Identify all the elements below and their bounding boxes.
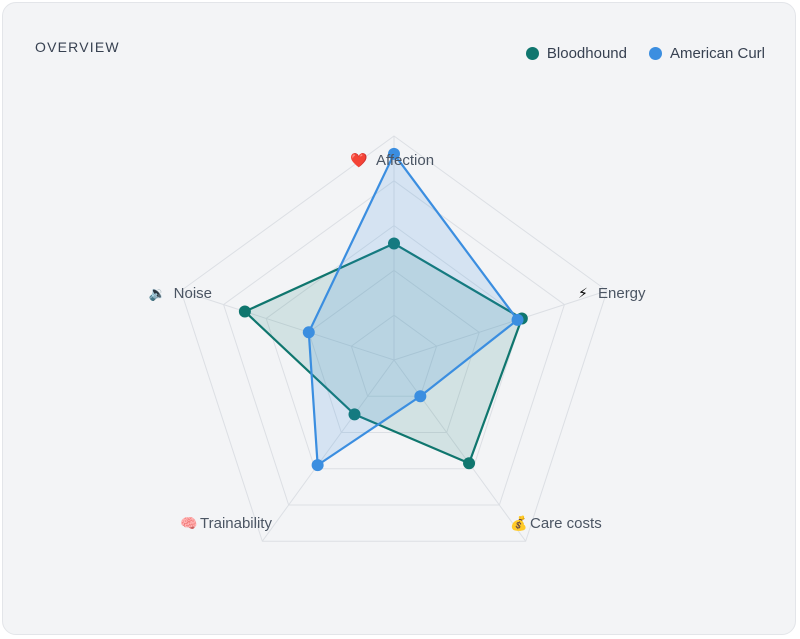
axis-spoke-3 xyxy=(261,359,395,542)
lightning-icon: ⚡ xyxy=(578,285,588,301)
data-point-american-curl-3[interactable] xyxy=(311,459,324,472)
radar-grid xyxy=(180,135,608,542)
legend-label-bloodhound: Bloodhound xyxy=(546,45,627,62)
data-point-american-curl-4[interactable] xyxy=(302,326,315,339)
series-area-american-curl xyxy=(307,152,519,467)
grid-ring-1 xyxy=(350,314,438,397)
axis-label-noise: 🔉 Noise xyxy=(149,285,213,302)
legend-marker-american-curl xyxy=(648,47,662,60)
legend-label-american-curl: American Curl xyxy=(669,45,765,62)
heart-icon: ❤️ xyxy=(350,152,368,168)
grid-ring-5 xyxy=(180,135,608,542)
grid-ring-3 xyxy=(265,224,523,470)
axis-label-text-affection: Affection xyxy=(376,152,434,169)
axis-label-text-noise: Noise xyxy=(174,285,212,302)
axis-label-text-care-costs: Care costs xyxy=(530,515,602,532)
legend-item-american-curl[interactable]: American Curl xyxy=(648,45,765,62)
money-bag-icon: 💰 xyxy=(510,515,527,532)
data-point-bloodhound-2[interactable] xyxy=(463,457,476,470)
legend: Bloodhound American Curl xyxy=(525,45,765,62)
grid-ring-4 xyxy=(222,180,566,506)
brain-icon: 🧠 xyxy=(180,515,197,531)
axis-label-energy: ⚡ Energy xyxy=(578,285,646,302)
data-point-bloodhound-0[interactable] xyxy=(388,237,400,250)
data-point-american-curl-2[interactable] xyxy=(414,390,427,403)
series-bloodhound xyxy=(238,237,528,470)
axis-label-trainability: 🧠 Trainability xyxy=(180,515,272,532)
axis-spoke-2 xyxy=(393,359,527,542)
axis-spoke-4 xyxy=(180,290,395,361)
axis-label-care-costs: 💰 Care costs xyxy=(510,515,602,532)
series-american-curl xyxy=(302,147,524,472)
speaker-icon: 🔉 xyxy=(149,285,166,302)
axis-label-text-trainability: Trainability xyxy=(200,515,272,532)
data-point-american-curl-1[interactable] xyxy=(511,313,524,326)
series-area-bloodhound xyxy=(243,242,523,465)
axis-spoke-1 xyxy=(393,290,608,361)
data-point-bloodhound-3[interactable] xyxy=(348,408,361,421)
axis-label-affection: ❤️ Affection xyxy=(350,152,434,169)
section-title: OVERVIEW xyxy=(35,39,120,55)
axis-label-text-energy: Energy xyxy=(598,285,646,302)
grid-ring-2 xyxy=(308,269,480,433)
data-point-bloodhound-4[interactable] xyxy=(238,305,251,318)
data-point-american-curl-0[interactable] xyxy=(388,147,400,160)
legend-marker-bloodhound xyxy=(525,47,539,60)
legend-item-bloodhound[interactable]: Bloodhound xyxy=(525,45,627,62)
